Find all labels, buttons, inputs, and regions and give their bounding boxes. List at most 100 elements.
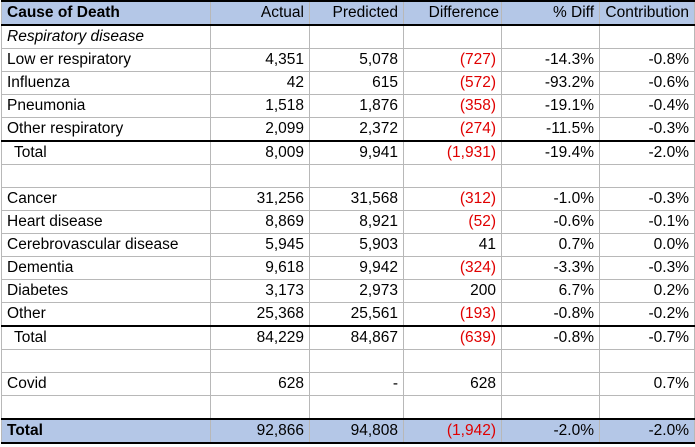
cell-actual <box>210 395 310 420</box>
cell-difference: (358) <box>403 94 502 118</box>
cell-contribution: -0.2% <box>599 302 695 327</box>
cell-contribution <box>599 164 695 188</box>
cell-pct-diff: 0.7% <box>501 233 600 257</box>
cell-cause: Diabetes <box>1 279 211 303</box>
cell-predicted <box>309 395 404 420</box>
cell-actual: 42 <box>210 71 310 95</box>
cell-predicted: 94,808 <box>309 418 404 444</box>
cell-cause: Total <box>1 140 211 165</box>
cell-actual: 8,009 <box>210 140 310 165</box>
cell-cause <box>1 164 211 188</box>
cell-cause: Influenza <box>1 71 211 95</box>
blank-row <box>1 395 695 420</box>
cell-pct-diff <box>501 372 600 396</box>
cell-cause <box>1 349 211 373</box>
header-predicted: Predicted <box>309 0 404 26</box>
cell-pct-diff <box>501 24 600 49</box>
cell-actual: 1,518 <box>210 94 310 118</box>
header-row: Cause of Death Actual Predicted Differen… <box>1 0 695 26</box>
grand-total-row: Total 92,866 94,808 (1,942) -2.0% -2.0% <box>1 418 695 444</box>
cell-actual: 2,099 <box>210 117 310 142</box>
cell-actual: 25,368 <box>210 302 310 327</box>
cell-difference: (1,942) <box>403 418 502 444</box>
cell-contribution: -2.0% <box>599 140 695 165</box>
cell-pct-diff: -14.3% <box>501 48 600 72</box>
cell-difference: (572) <box>403 71 502 95</box>
cell-actual: 9,618 <box>210 256 310 280</box>
table-row: Other respiratory 2,099 2,372 (274) -11.5% -0… <box>1 117 695 142</box>
subtotal-row: Total 84,229 84,867 (639) -0.8% -0.7% <box>1 325 695 350</box>
blank-row <box>1 349 695 373</box>
cell-predicted: 8,921 <box>309 210 404 234</box>
cell-contribution <box>599 349 695 373</box>
cell-pct-diff: -0.6% <box>501 210 600 234</box>
cell-cause <box>1 395 211 420</box>
cell-predicted: 84,867 <box>309 325 404 350</box>
cell-predicted: 9,942 <box>309 256 404 280</box>
table-row: Covid 628-628 0.7% <box>1 372 695 396</box>
cell-difference: (52) <box>403 210 502 234</box>
cell-pct-diff: -3.3% <box>501 256 600 280</box>
cell-difference: 41 <box>403 233 502 257</box>
header-contribution: Contribution <box>599 0 695 26</box>
cell-contribution: -0.6% <box>599 71 695 95</box>
cell-predicted <box>309 164 404 188</box>
cell-difference: (1,931) <box>403 140 502 165</box>
cell-pct-diff: -0.8% <box>501 325 600 350</box>
cell-pct-diff: -0.8% <box>501 302 600 327</box>
cell-contribution: 0.7% <box>599 372 695 396</box>
cell-pct-diff <box>501 349 600 373</box>
cell-pct-diff: -19.1% <box>501 94 600 118</box>
table-row: Low er respiratory 4,351 5,078 (727) -14.3% -… <box>1 48 695 72</box>
cell-predicted <box>309 349 404 373</box>
cell-predicted <box>309 24 404 49</box>
table-row: Cerebrovascular disease 5,945 5,903 41 0.7% 0… <box>1 233 695 257</box>
cell-contribution: -0.3% <box>599 187 695 211</box>
header-cause: Cause of Death <box>1 0 211 26</box>
table-row: Dementia 9,618 9,942 (324) -3.3% -0.3% <box>1 256 695 280</box>
cell-contribution: -0.3% <box>599 117 695 142</box>
cell-actual <box>210 24 310 49</box>
cell-pct-diff: -19.4% <box>501 140 600 165</box>
cell-cause: Heart disease <box>1 210 211 234</box>
cell-actual: 31,256 <box>210 187 310 211</box>
cell-cause: Total <box>1 325 211 350</box>
cell-contribution <box>599 395 695 420</box>
cell-cause: Cerebrovascular disease <box>1 233 211 257</box>
cell-actual: 5,945 <box>210 233 310 257</box>
cell-difference: (727) <box>403 48 502 72</box>
cell-difference: (324) <box>403 256 502 280</box>
cell-cause: Low er respiratory <box>1 48 211 72</box>
cell-actual: 628 <box>210 372 310 396</box>
cell-actual: 4,351 <box>210 48 310 72</box>
cell-pct-diff: -11.5% <box>501 117 600 142</box>
cell-actual <box>210 349 310 373</box>
table-row: Other 25,368 25,561 (193) -0.8% -0.2% <box>1 302 695 327</box>
cell-difference: (193) <box>403 302 502 327</box>
cell-predicted: 2,973 <box>309 279 404 303</box>
cell-contribution: -0.8% <box>599 48 695 72</box>
cell-predicted: 9,941 <box>309 140 404 165</box>
cell-difference <box>403 349 502 373</box>
cell-difference <box>403 24 502 49</box>
cell-difference: 628 <box>403 372 502 396</box>
cell-predicted: - <box>309 372 404 396</box>
cell-pct-diff: -93.2% <box>501 71 600 95</box>
cell-cause: Cancer <box>1 187 211 211</box>
cell-predicted: 5,903 <box>309 233 404 257</box>
cell-contribution: -2.0% <box>599 418 695 444</box>
cell-difference <box>403 395 502 420</box>
cell-difference: (639) <box>403 325 502 350</box>
cell-predicted: 31,568 <box>309 187 404 211</box>
cell-predicted: 25,561 <box>309 302 404 327</box>
subtotal-row: Total 8,009 9,941 (1,931) -19.4% -2.0% <box>1 140 695 165</box>
cell-predicted: 1,876 <box>309 94 404 118</box>
header-difference: Difference <box>403 0 502 26</box>
cell-pct-diff: 6.7% <box>501 279 600 303</box>
cell-cause: Covid <box>1 372 211 396</box>
table-row: Diabetes 3,173 2,973 200 6.7% 0.2% <box>1 279 695 303</box>
cell-pct-diff <box>501 164 600 188</box>
section-row: Respiratory disease <box>1 24 695 49</box>
table-row: Pneumonia 1,518 1,876 (358) -19.1% -0.4% <box>1 94 695 118</box>
